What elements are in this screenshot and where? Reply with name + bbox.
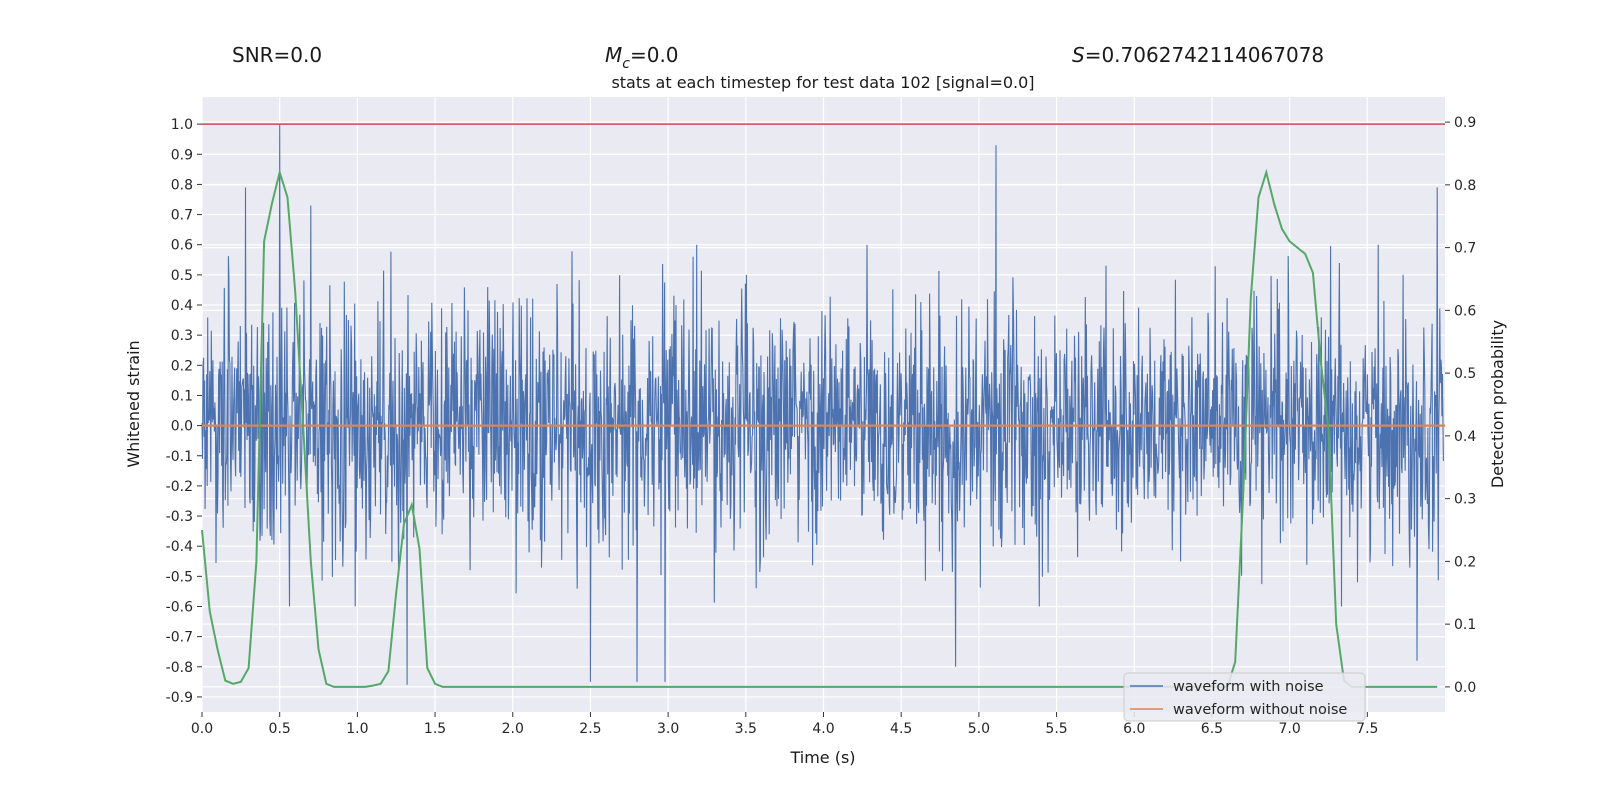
y-tick-label: 0.1 — [171, 388, 193, 404]
x-axis-label: Time (s) — [789, 748, 855, 767]
x-axis-ticks: 0.0 0.5 1.0 1.5 2.0 2.5 3.0 3.5 4.0 4.5 5.0 5.5 6.0 6… — [191, 712, 1378, 737]
y2-tick-label: 0.6 — [1454, 303, 1476, 319]
y-tick-label: 0.5 — [171, 268, 193, 284]
y2-tick-label: 0.1 — [1454, 617, 1476, 633]
x-tick-label: 2.0 — [502, 721, 524, 737]
y-axis-ticks: 1.0 0.9 0.8 0.7 0.6 0.5 0.4 0.3 0.2 0.1 0.0 -0.1 -0.… — [166, 117, 202, 706]
y-tick-label: 0.6 — [171, 238, 193, 254]
y-tick-label: -0.7 — [166, 630, 193, 646]
y2-axis-ticks: 0.9 0.8 0.7 0.6 0.5 0.4 0.3 0.2 0.1 0.0 — [1445, 115, 1476, 696]
s-stat-label: S=0.7062742114067078 — [1072, 43, 1324, 67]
chirp-mass-subscript: c — [622, 56, 630, 72]
y-tick-label: -0.4 — [166, 539, 193, 555]
y2-tick-label: 0.9 — [1454, 115, 1476, 131]
y2-tick-label: 0.5 — [1454, 366, 1476, 382]
y2-tick-label: 0.0 — [1454, 680, 1476, 696]
x-tick-label: 5.5 — [1045, 721, 1067, 737]
y2-tick-label: 0.8 — [1454, 178, 1476, 194]
y-tick-label: -0.3 — [166, 509, 193, 525]
y2-tick-label: 0.4 — [1454, 429, 1476, 445]
y-tick-label: 0.0 — [171, 419, 193, 435]
legend-label-noisy: waveform with noise — [1173, 679, 1324, 695]
x-tick-label: 4.0 — [812, 721, 834, 737]
y-tick-label: 0.3 — [171, 328, 193, 344]
y-tick-label: 1.0 — [171, 117, 193, 133]
detection-probability-line — [201, 168, 1438, 688]
x-tick-label: 1.0 — [346, 721, 368, 737]
x-tick-label: 3.0 — [657, 721, 679, 737]
y-tick-label: -0.6 — [166, 599, 193, 615]
y-axis-label: Whitened strain — [124, 340, 143, 467]
y-tick-label: -0.9 — [166, 690, 193, 706]
y-tick-label: 0.8 — [171, 177, 193, 193]
y-tick-label: 0.7 — [171, 208, 193, 224]
x-tick-label: 2.5 — [579, 721, 601, 737]
noisy-waveform-line — [201, 124, 1444, 685]
noise-waveform — [201, 124, 1444, 685]
y2-tick-label: 0.2 — [1454, 554, 1476, 570]
y-tick-label: 0.9 — [171, 147, 193, 163]
chirp-mass-symbol: M — [605, 43, 622, 67]
x-tick-label: 7.5 — [1356, 721, 1378, 737]
x-tick-label: 7.0 — [1278, 721, 1300, 737]
y-tick-label: -0.1 — [166, 449, 193, 465]
chart-title: stats at each timestep for test data 102… — [611, 73, 1034, 92]
x-tick-label: 3.5 — [735, 721, 757, 737]
chirp-mass-label: Mc=0.0 — [605, 43, 679, 72]
s-stat-value: =0.7062742114067078 — [1085, 43, 1324, 67]
s-stat-symbol: S — [1072, 43, 1085, 67]
chirp-mass-value: =0.0 — [630, 43, 679, 67]
y-tick-label: -0.8 — [166, 660, 193, 676]
x-tick-label: 5.0 — [968, 721, 990, 737]
y-tick-label: 0.2 — [171, 358, 193, 374]
y-tick-label: -0.2 — [166, 479, 193, 495]
x-tick-label: 6.5 — [1201, 721, 1223, 737]
y2-tick-label: 0.7 — [1454, 241, 1476, 257]
snr-label: SNR=0.0 — [232, 43, 322, 67]
legend-label-clean: waveform without noise — [1173, 702, 1347, 718]
x-tick-label: 6.0 — [1123, 721, 1145, 737]
legend-box — [1123, 672, 1366, 722]
y-tick-label: 0.4 — [171, 298, 193, 314]
x-tick-label: 0.0 — [191, 721, 213, 737]
y2-axis-label: Detection probability — [1488, 320, 1507, 488]
x-tick-label: 0.5 — [269, 721, 291, 737]
overlay-lines — [201, 123, 1445, 688]
x-tick-label: 1.5 — [424, 721, 446, 737]
x-tick-label: 4.5 — [890, 721, 912, 737]
y2-tick-label: 0.3 — [1454, 492, 1476, 508]
legend: waveform with noise waveform without noi… — [1123, 672, 1366, 722]
y-tick-label: -0.5 — [166, 569, 193, 585]
